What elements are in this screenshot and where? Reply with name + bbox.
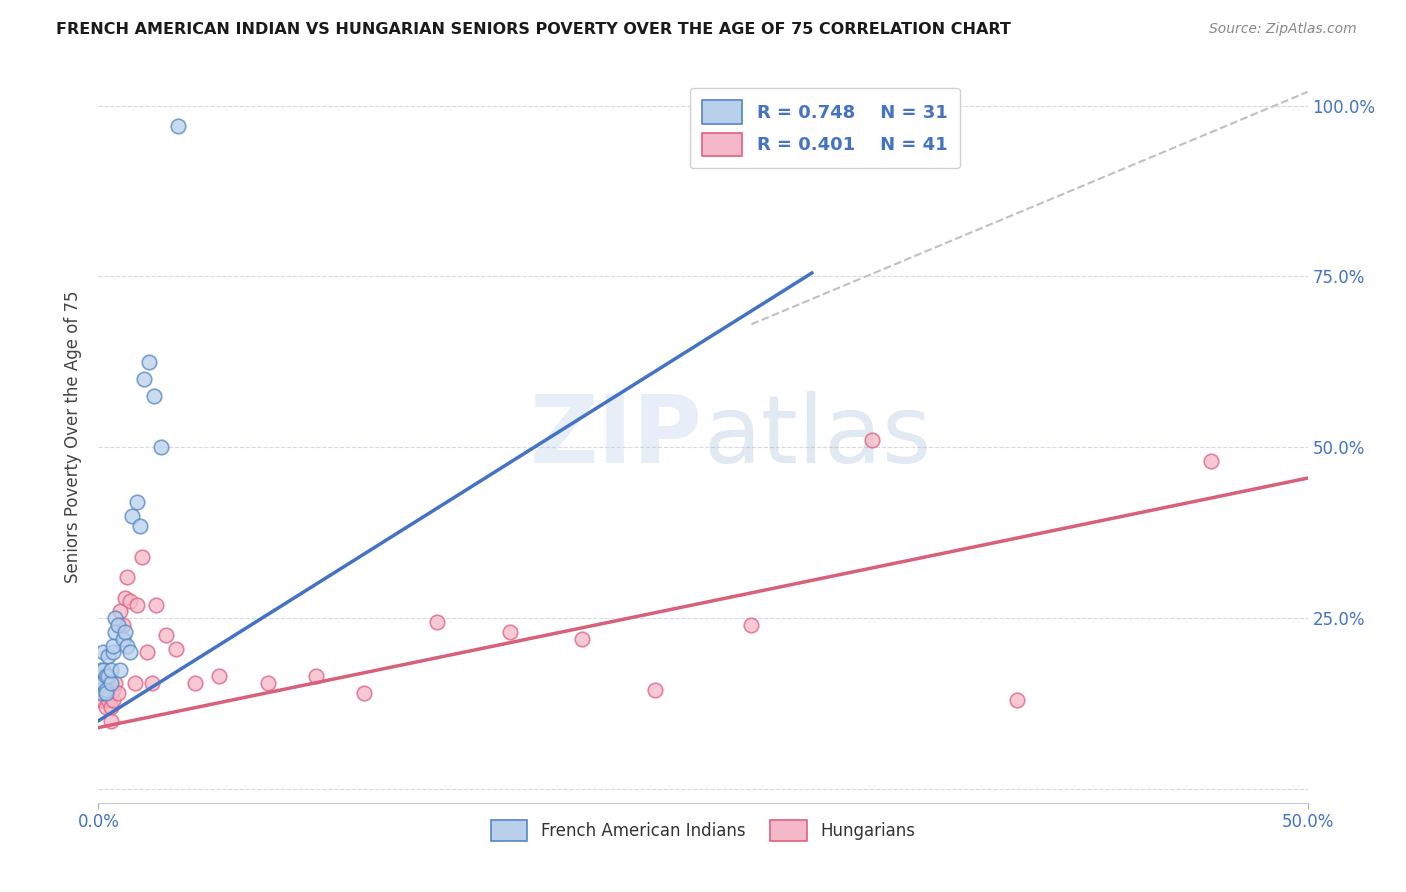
Point bbox=[128, 519, 150, 533]
Point bbox=[90, 693, 112, 707]
Point bbox=[426, 615, 449, 629]
Point bbox=[91, 663, 114, 677]
Point bbox=[121, 508, 143, 523]
Point bbox=[165, 642, 187, 657]
Point bbox=[108, 604, 131, 618]
Point bbox=[101, 693, 124, 707]
Point bbox=[94, 669, 117, 683]
Point bbox=[111, 632, 134, 646]
Point bbox=[101, 683, 124, 698]
Point bbox=[101, 639, 124, 653]
Point bbox=[138, 355, 160, 369]
Point bbox=[145, 598, 167, 612]
Point bbox=[104, 676, 127, 690]
Point bbox=[100, 663, 122, 677]
Point bbox=[97, 693, 120, 707]
Point bbox=[111, 618, 134, 632]
Point bbox=[1007, 693, 1029, 707]
Point bbox=[134, 372, 156, 386]
Point bbox=[101, 645, 124, 659]
Point bbox=[97, 683, 120, 698]
Point bbox=[104, 611, 127, 625]
Point bbox=[94, 683, 117, 698]
Point bbox=[104, 624, 127, 639]
Point bbox=[94, 686, 117, 700]
Point bbox=[124, 676, 146, 690]
Point bbox=[100, 714, 122, 728]
Text: Source: ZipAtlas.com: Source: ZipAtlas.com bbox=[1209, 22, 1357, 37]
Point bbox=[89, 683, 111, 698]
Point bbox=[107, 686, 129, 700]
Point bbox=[167, 119, 190, 133]
Point bbox=[305, 669, 328, 683]
Point bbox=[118, 594, 141, 608]
Text: atlas: atlas bbox=[703, 391, 931, 483]
Point bbox=[91, 645, 114, 659]
Point bbox=[644, 683, 666, 698]
Point bbox=[91, 686, 114, 700]
Point bbox=[100, 676, 122, 690]
Point bbox=[91, 693, 114, 707]
Point bbox=[208, 669, 231, 683]
Point bbox=[94, 700, 117, 714]
Point bbox=[143, 389, 166, 403]
Point bbox=[91, 683, 114, 698]
Point bbox=[114, 591, 136, 605]
Point bbox=[90, 676, 112, 690]
Point bbox=[94, 683, 117, 698]
Point bbox=[97, 648, 120, 663]
Y-axis label: Seniors Poverty Over the Age of 75: Seniors Poverty Over the Age of 75 bbox=[65, 291, 83, 583]
Point bbox=[256, 676, 278, 690]
Point bbox=[107, 618, 129, 632]
Point bbox=[498, 624, 520, 639]
Point bbox=[135, 645, 157, 659]
Point bbox=[97, 669, 120, 683]
Point bbox=[89, 676, 111, 690]
Point bbox=[141, 676, 163, 690]
Point bbox=[571, 632, 593, 646]
Point bbox=[91, 676, 114, 690]
Point bbox=[127, 598, 149, 612]
Point bbox=[740, 618, 762, 632]
Point bbox=[118, 645, 141, 659]
Point bbox=[1199, 454, 1222, 468]
Point bbox=[100, 700, 122, 714]
Point bbox=[90, 663, 112, 677]
Legend: French American Indians, Hungarians: French American Indians, Hungarians bbox=[482, 811, 924, 849]
Point bbox=[150, 440, 173, 454]
Point bbox=[117, 639, 139, 653]
Point bbox=[108, 663, 131, 677]
Point bbox=[131, 549, 153, 564]
Text: ZIP: ZIP bbox=[530, 391, 703, 483]
Point bbox=[127, 495, 149, 509]
Point bbox=[114, 624, 136, 639]
Point bbox=[184, 676, 207, 690]
Point bbox=[353, 686, 375, 700]
Point bbox=[117, 570, 139, 584]
Text: FRENCH AMERICAN INDIAN VS HUNGARIAN SENIORS POVERTY OVER THE AGE OF 75 CORRELATI: FRENCH AMERICAN INDIAN VS HUNGARIAN SENI… bbox=[56, 22, 1011, 37]
Point bbox=[860, 434, 883, 448]
Point bbox=[155, 628, 177, 642]
